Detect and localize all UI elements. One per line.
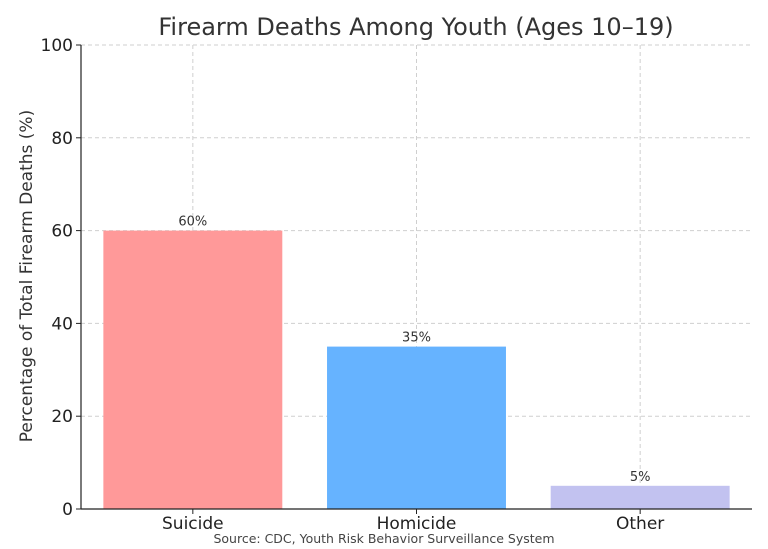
y-tick-label: 60	[51, 222, 73, 242]
bar-suicide	[103, 230, 283, 509]
axes	[80, 45, 752, 510]
y-tick-label: 80	[51, 129, 73, 149]
chart-title: Firearm Deaths Among Youth (Ages 10–19)	[158, 13, 673, 41]
bars: 60% 35% 5%	[103, 215, 730, 509]
x-tick-label: Homicide	[377, 514, 457, 534]
x-tick-label: Other	[616, 514, 664, 534]
data-label: 60%	[178, 215, 207, 230]
y-axis-label: Percentage of Total Firearm Deaths (%)	[17, 110, 37, 442]
source-note: Source: CDC, Youth Risk Behavior Surveil…	[213, 531, 554, 546]
y-tick-label: 100	[41, 36, 73, 56]
y-tick-label: 0	[62, 500, 73, 520]
y-tick-label: 40	[51, 314, 73, 334]
y-axis-ticks: 0 20 40 60 80 100	[41, 36, 81, 520]
x-tick-label: Suicide	[162, 514, 224, 534]
bar-homicide	[327, 346, 506, 509]
x-axis-ticks: Suicide Homicide Other	[162, 509, 664, 534]
y-tick-label: 20	[51, 407, 73, 427]
data-label: 35%	[402, 331, 431, 346]
data-label: 5%	[630, 470, 651, 485]
bar-other	[550, 485, 730, 509]
